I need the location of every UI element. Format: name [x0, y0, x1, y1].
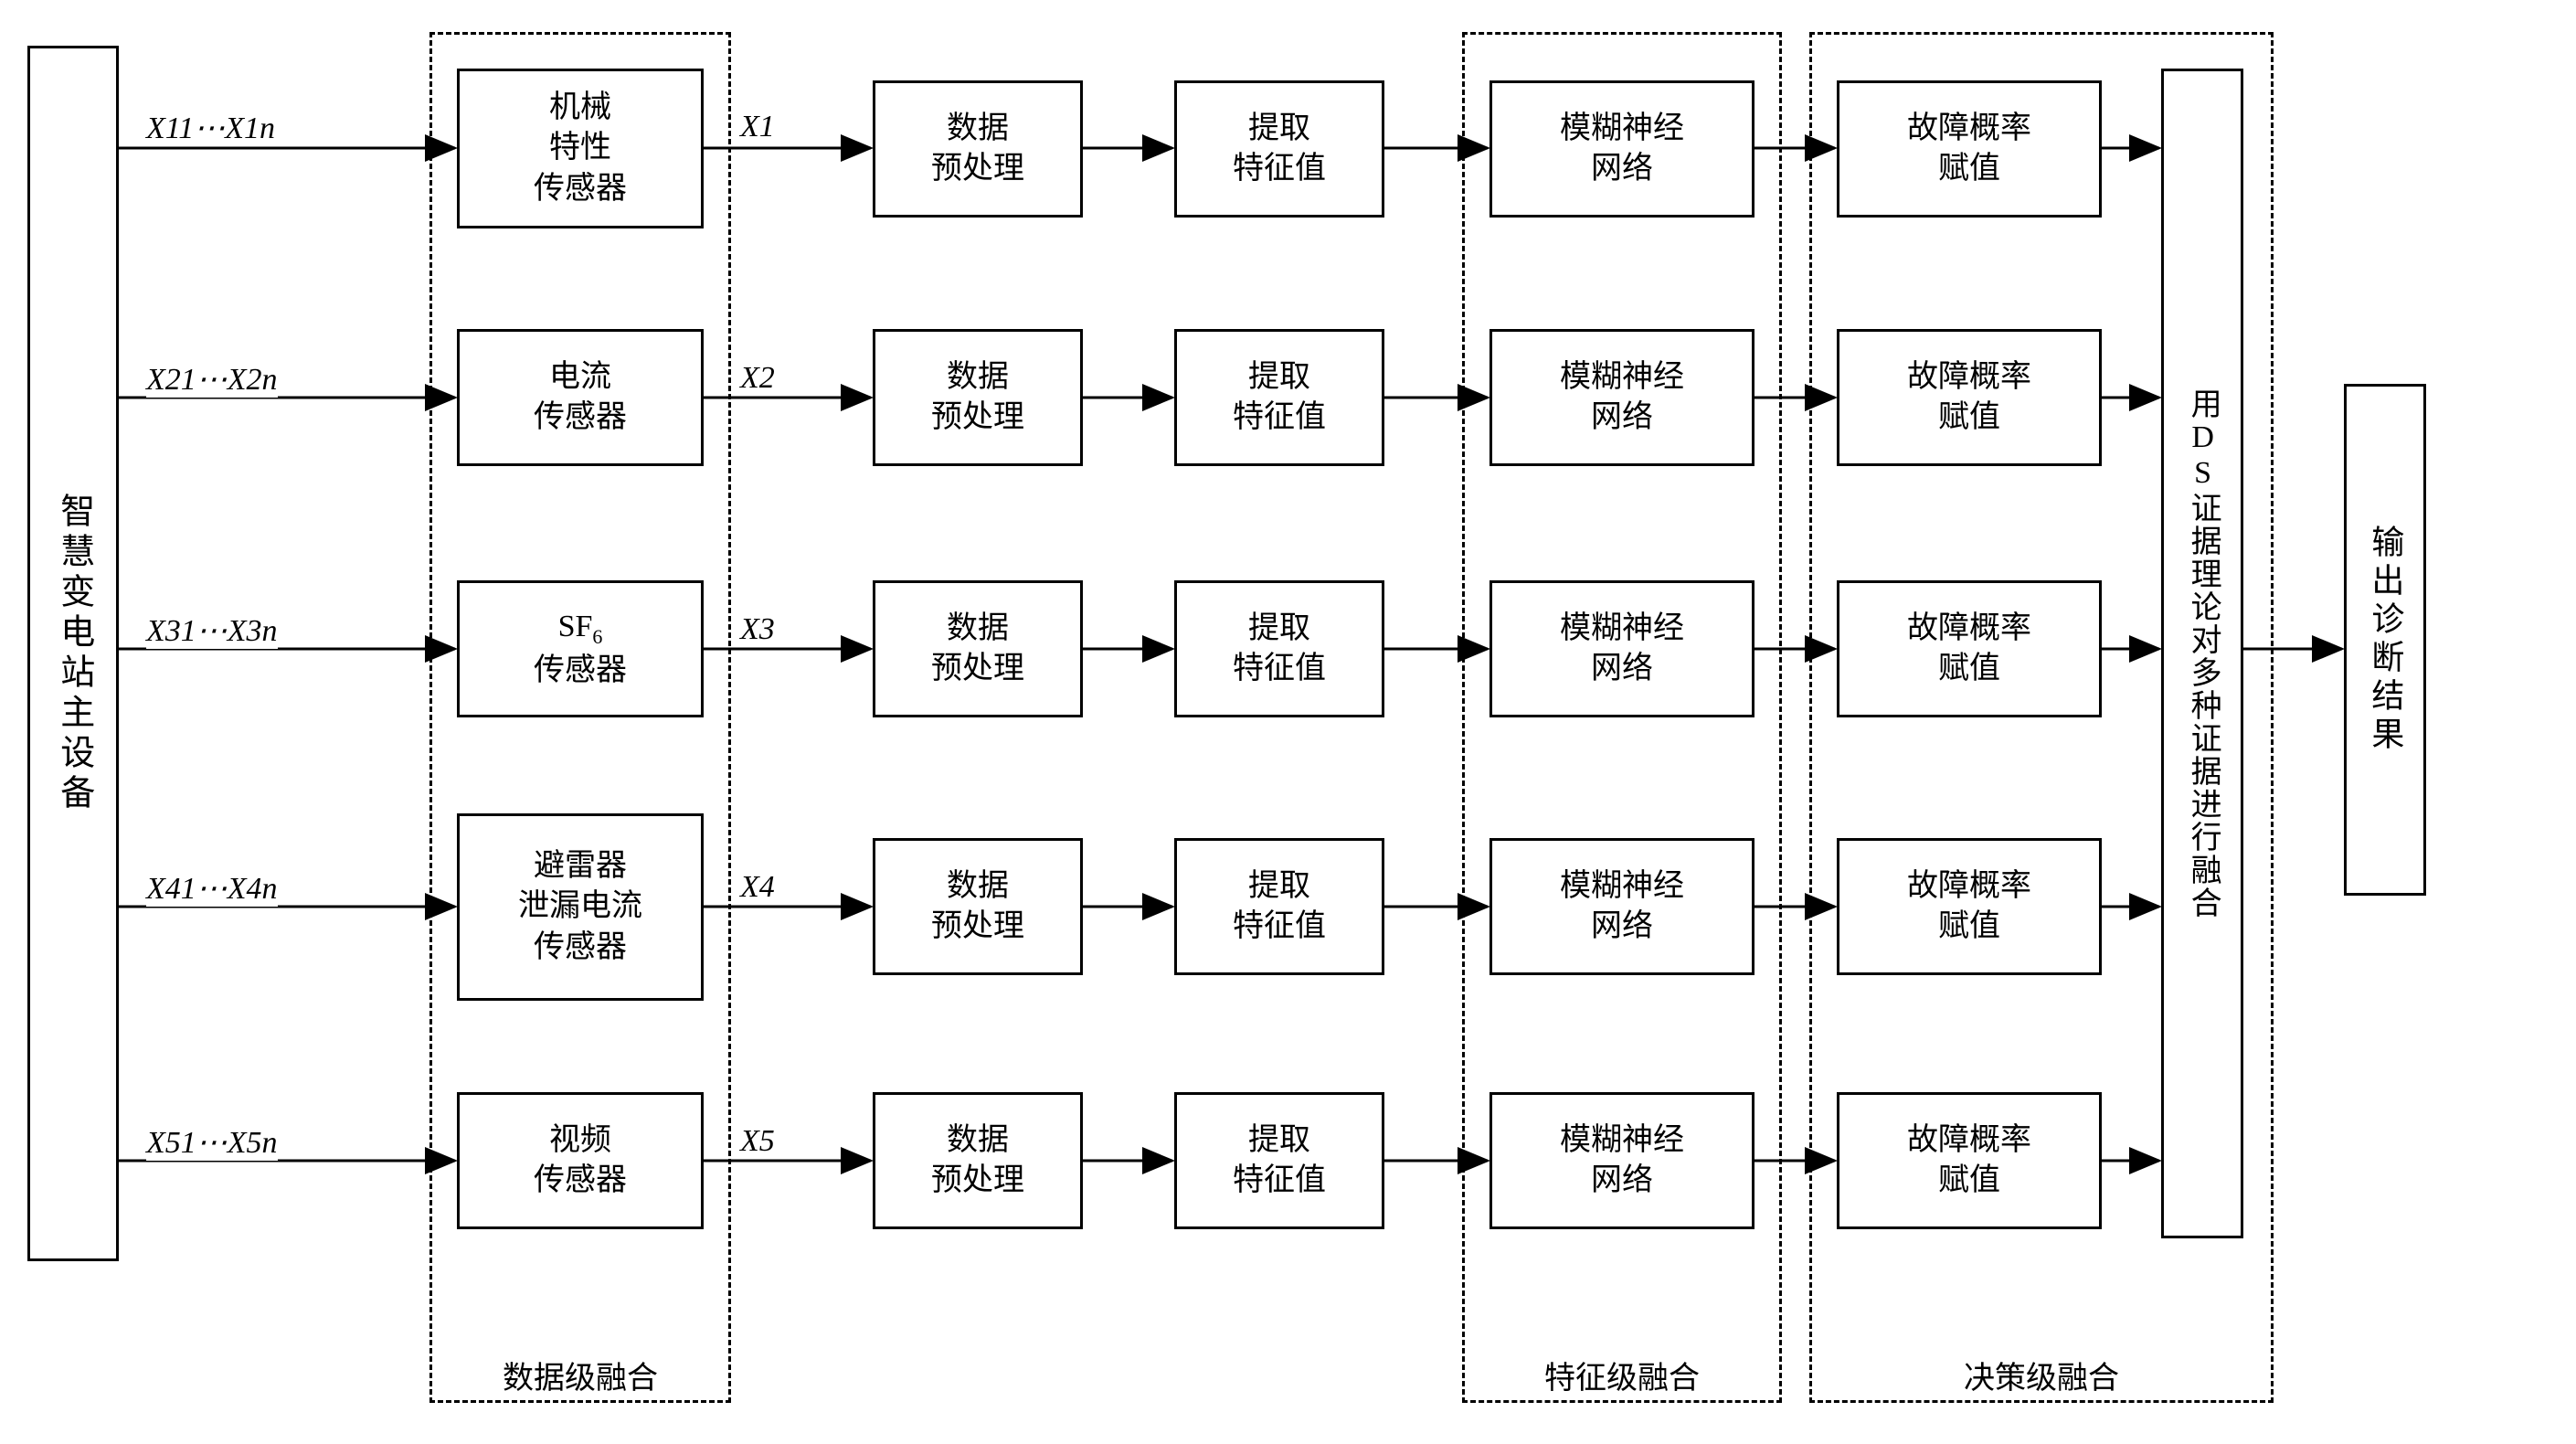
input-label-5: X51⋯X5n: [146, 1124, 278, 1161]
input-label-1: X11⋯X1n: [146, 110, 275, 146]
fault-5: 故障概率 赋值: [1837, 1092, 2102, 1229]
group2-label: 特征级融合: [1462, 1353, 1782, 1397]
sensor-2: 电流 传感器: [457, 329, 704, 466]
extract-4: 提取 特征值: [1174, 838, 1384, 975]
mid-label-4: X4: [740, 870, 775, 905]
preproc-1: 数据 预处理: [873, 80, 1083, 218]
source-label: 智慧变电站主设备: [50, 493, 95, 814]
fault-4: 故障概率 赋值: [1837, 838, 2102, 975]
output-label: 输出诊断结果: [2364, 525, 2407, 755]
output-box: 输出诊断结果: [2344, 384, 2426, 896]
flowchart-diagram: 智慧变电站主设备 数据级融合 特征级融合 决策级融合 X11⋯X1n 机械 特性…: [18, 18, 2559, 1426]
group1-label: 数据级融合: [429, 1353, 731, 1397]
fuzzy-5: 模糊神经 网络: [1489, 1092, 1754, 1229]
source-box: 智慧变电站主设备: [27, 46, 119, 1261]
sensor-3: SF6传感器: [457, 580, 704, 717]
mid-label-5: X5: [740, 1124, 775, 1159]
extract-5: 提取 特征值: [1174, 1092, 1384, 1229]
input-label-2: X21⋯X2n: [146, 361, 278, 398]
fuzzy-2: 模糊神经 网络: [1489, 329, 1754, 466]
input-label-4: X41⋯X4n: [146, 870, 278, 907]
ds-fusion-label: 用DS证据理论对多种证据进行融合: [2182, 388, 2222, 919]
fuzzy-4: 模糊神经 网络: [1489, 838, 1754, 975]
preproc-4: 数据 预处理: [873, 838, 1083, 975]
sensor-5: 视频 传感器: [457, 1092, 704, 1229]
preproc-5: 数据 预处理: [873, 1092, 1083, 1229]
group3-label: 决策级融合: [1809, 1353, 2274, 1397]
input-label-3: X31⋯X3n: [146, 612, 278, 649]
preproc-2: 数据 预处理: [873, 329, 1083, 466]
fault-1: 故障概率 赋值: [1837, 80, 2102, 218]
fuzzy-1: 模糊神经 网络: [1489, 80, 1754, 218]
sensor-4: 避雷器 泄漏电流 传感器: [457, 813, 704, 1001]
mid-label-3: X3: [740, 612, 775, 647]
extract-1: 提取 特征值: [1174, 80, 1384, 218]
extract-3: 提取 特征值: [1174, 580, 1384, 717]
sensor-1: 机械 特性 传感器: [457, 69, 704, 228]
ds-fusion-box: 用DS证据理论对多种证据进行融合: [2161, 69, 2243, 1238]
mid-label-1: X1: [740, 110, 775, 144]
extract-2: 提取 特征值: [1174, 329, 1384, 466]
preproc-3: 数据 预处理: [873, 580, 1083, 717]
mid-label-2: X2: [740, 361, 775, 396]
fault-2: 故障概率 赋值: [1837, 329, 2102, 466]
fault-3: 故障概率 赋值: [1837, 580, 2102, 717]
fuzzy-3: 模糊神经 网络: [1489, 580, 1754, 717]
